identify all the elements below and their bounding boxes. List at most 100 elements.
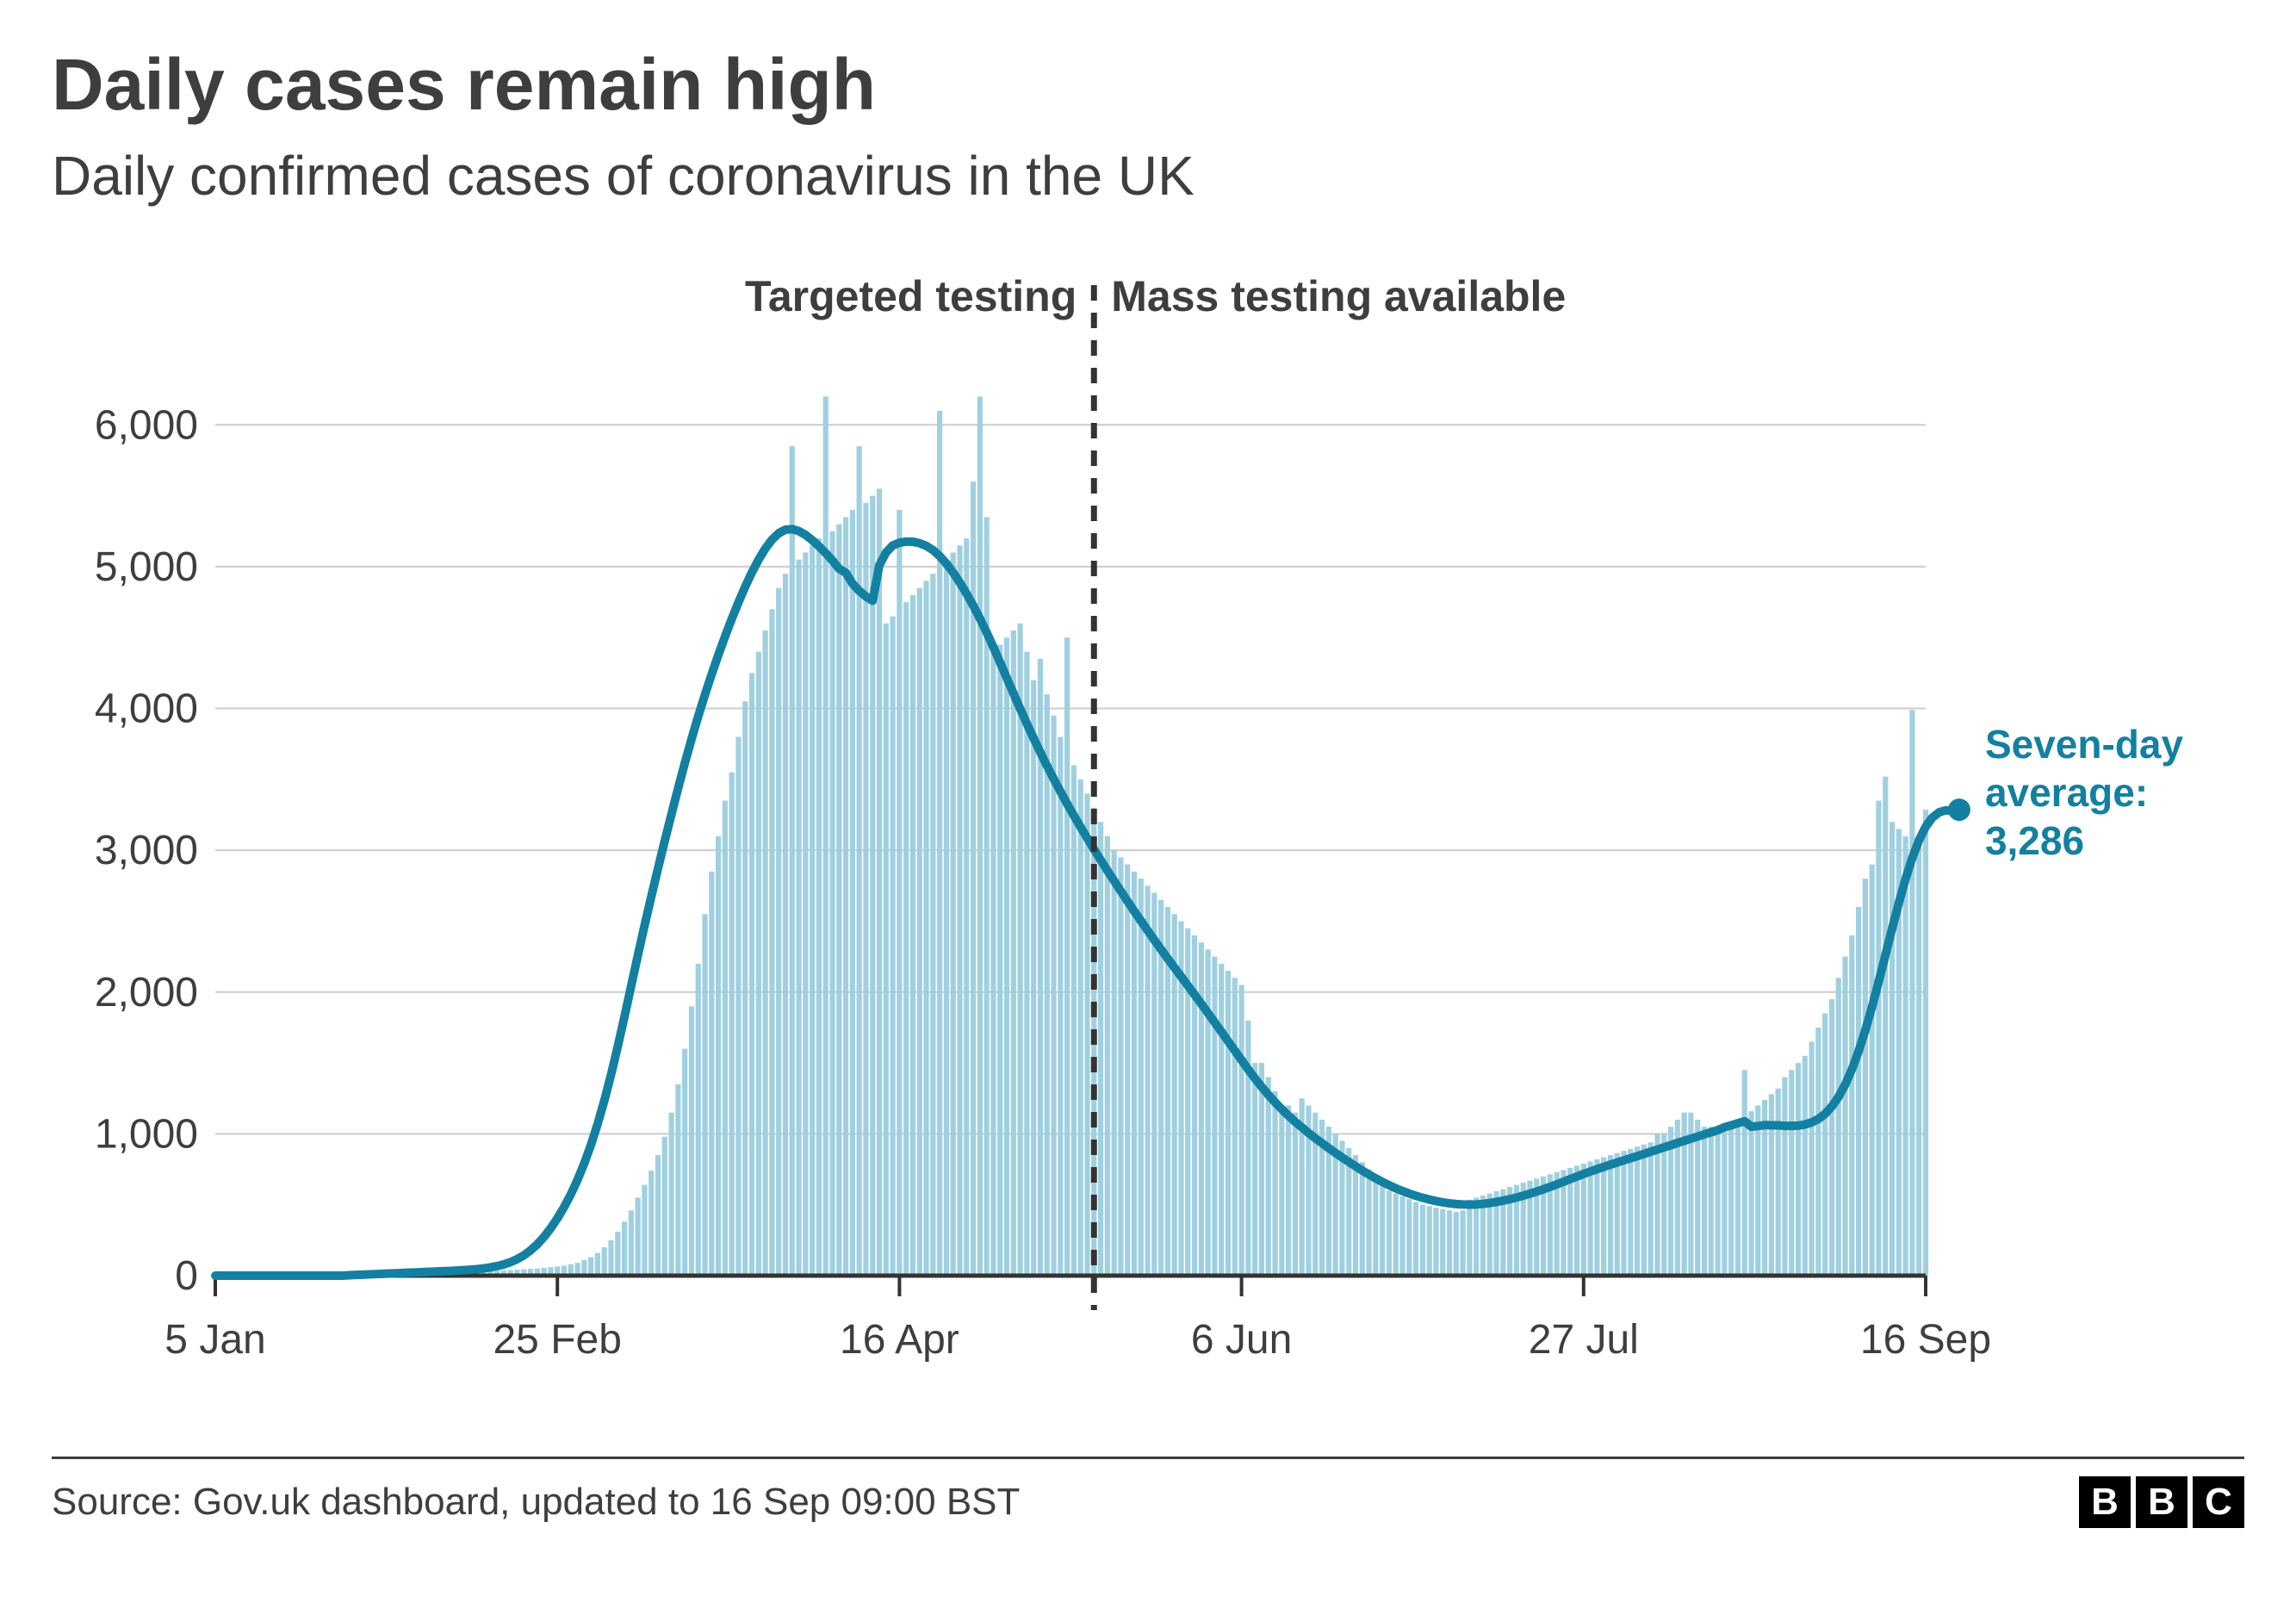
bar — [1748, 1111, 1753, 1276]
bar — [729, 773, 735, 1276]
bar — [1433, 1208, 1438, 1276]
endpoint-label: average: — [1985, 770, 2148, 815]
source-text: Source: Gov.uk dashboard, updated to 16 … — [52, 1481, 1020, 1524]
bar — [829, 531, 835, 1276]
bar — [716, 836, 721, 1276]
bar — [1413, 1202, 1418, 1276]
bar — [1890, 822, 1895, 1276]
bar — [1293, 1113, 1298, 1276]
bar — [1118, 857, 1123, 1276]
bar — [1702, 1127, 1707, 1276]
chart-container: Daily cases remain high Daily confirmed … — [0, 0, 2296, 1615]
bar — [1286, 1105, 1291, 1276]
bar — [1031, 680, 1036, 1276]
bar — [763, 630, 768, 1276]
bar — [1454, 1212, 1459, 1276]
bar — [1621, 1151, 1626, 1276]
bar — [1735, 1120, 1741, 1276]
bar — [1226, 971, 1231, 1276]
bar — [1581, 1164, 1586, 1276]
bar — [648, 1171, 654, 1276]
bar — [668, 1113, 673, 1276]
bar — [1078, 780, 1083, 1276]
bar — [1829, 999, 1834, 1276]
bar — [1916, 836, 1921, 1276]
bar — [1742, 1070, 1747, 1276]
bar — [776, 588, 781, 1276]
bar — [1051, 716, 1056, 1276]
bar — [581, 1260, 586, 1276]
bar — [1876, 801, 1881, 1276]
bar — [735, 736, 741, 1276]
bar — [742, 701, 748, 1276]
x-tick-label: 27 Jul — [1529, 1317, 1639, 1363]
bar — [1139, 879, 1144, 1276]
bar — [1722, 1126, 1727, 1276]
bar — [1856, 907, 1861, 1276]
bar — [810, 545, 815, 1276]
chart-plot-area: 01,0002,0003,0004,0005,0006,0005 Jan25 F… — [52, 259, 2244, 1422]
bar — [1238, 985, 1244, 1276]
bar — [1641, 1145, 1647, 1276]
bar — [1796, 1063, 1801, 1276]
bar — [1842, 957, 1847, 1276]
bar — [1125, 865, 1130, 1276]
bar — [662, 1137, 667, 1276]
bar — [622, 1221, 627, 1276]
mass-testing-label: Mass testing available — [1111, 272, 1566, 320]
bar — [675, 1084, 680, 1276]
chart-title: Daily cases remain high — [52, 43, 2244, 127]
bar — [1406, 1199, 1412, 1276]
bar — [923, 581, 928, 1276]
bar — [1923, 810, 1928, 1276]
bar — [1199, 942, 1204, 1276]
bar — [769, 609, 774, 1276]
chart-svg: 01,0002,0003,0004,0005,0006,0005 Jan25 F… — [52, 259, 2244, 1422]
bar — [1849, 935, 1854, 1276]
bar — [1151, 893, 1157, 1276]
bar — [1353, 1155, 1358, 1276]
bar — [1755, 1105, 1760, 1276]
bar — [1058, 736, 1063, 1276]
bar — [1440, 1209, 1445, 1276]
chart-subtitle: Daily confirmed cases of coronavirus in … — [52, 144, 2244, 208]
bar — [1011, 630, 1016, 1276]
endpoint-label: Seven-day — [1985, 722, 2184, 767]
bar — [1789, 1070, 1794, 1276]
bar — [930, 574, 935, 1276]
bar — [863, 503, 868, 1276]
bar — [702, 914, 707, 1276]
bar — [897, 510, 902, 1276]
bar — [1024, 652, 1029, 1276]
bar — [990, 652, 996, 1276]
bbc-logo-letter: C — [2193, 1476, 2244, 1528]
bar — [937, 411, 942, 1276]
bar — [1608, 1155, 1613, 1276]
bar — [910, 595, 915, 1276]
bar — [1064, 637, 1070, 1276]
bar — [696, 964, 701, 1276]
bar — [749, 673, 754, 1276]
bar — [1132, 872, 1137, 1276]
bar — [977, 396, 983, 1276]
bar — [1870, 865, 1875, 1276]
y-tick-label: 2,000 — [95, 970, 198, 1016]
bbc-logo-letter: B — [2079, 1476, 2131, 1528]
bar — [1594, 1159, 1599, 1276]
bar — [595, 1253, 600, 1276]
bar — [608, 1240, 613, 1276]
bar — [1574, 1165, 1579, 1276]
bar — [1004, 637, 1009, 1276]
bar — [1628, 1149, 1633, 1276]
bar — [964, 538, 969, 1276]
bar — [723, 801, 728, 1276]
bar — [1112, 850, 1117, 1276]
bar — [1661, 1134, 1666, 1276]
bar — [1709, 1127, 1714, 1276]
bar — [1615, 1153, 1620, 1276]
y-tick-label: 3,000 — [95, 828, 198, 873]
bar — [944, 560, 949, 1276]
bar — [1782, 1078, 1787, 1276]
bar — [1380, 1183, 1385, 1276]
bar — [803, 552, 808, 1276]
